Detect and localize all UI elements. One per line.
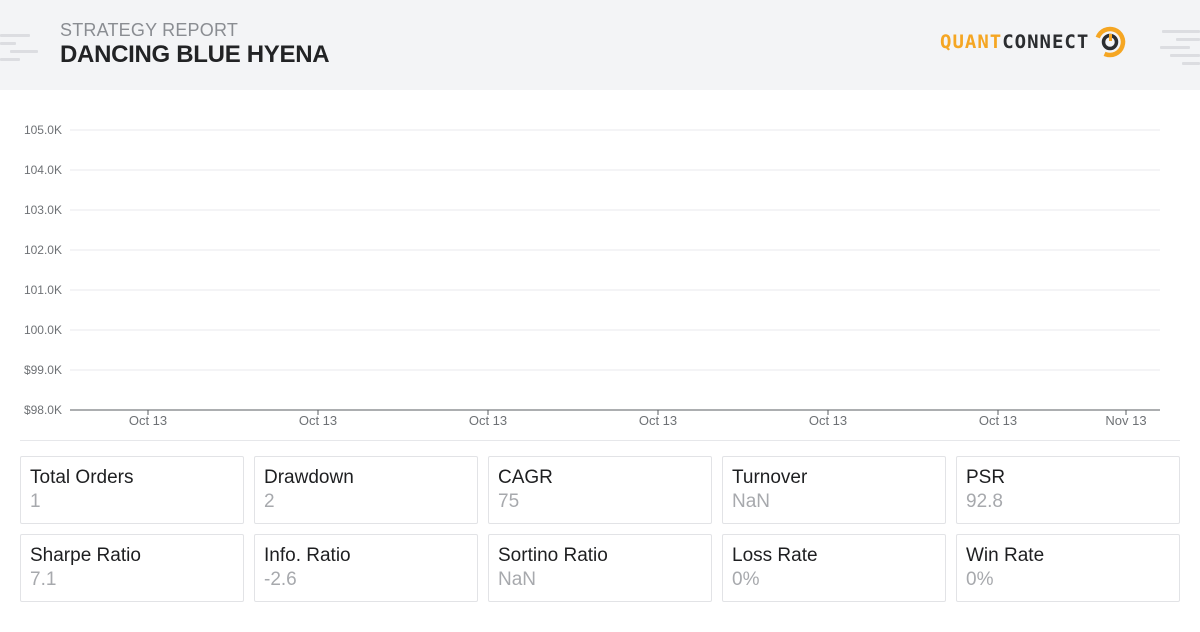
x-tick-label: Nov 13 bbox=[1105, 413, 1146, 428]
stat-card-psr: PSR 92.8 bbox=[956, 456, 1180, 524]
stat-label: Sortino Ratio bbox=[498, 545, 608, 566]
stat-value: -2.6 bbox=[264, 569, 297, 590]
stat-card-sortino-ratio: Sortino Ratio NaN bbox=[488, 534, 712, 602]
stat-card-total-orders: Total Orders 1 bbox=[20, 456, 244, 524]
stat-label: CAGR bbox=[498, 467, 553, 488]
header-decoration bbox=[1160, 46, 1190, 49]
header-decoration bbox=[1176, 38, 1200, 41]
y-tick-label: $98.0K bbox=[24, 403, 62, 417]
logo-text-connect: CONNECT bbox=[1002, 31, 1090, 53]
stat-card-info-ratio: Info. Ratio -2.6 bbox=[254, 534, 478, 602]
header-decoration bbox=[1162, 30, 1200, 33]
y-tick-label: 103.0K bbox=[24, 203, 62, 217]
equity-chart: 105.0K 104.0K 103.0K 102.0K 101.0K 100.0K $99.… bbox=[24, 123, 1160, 428]
stat-label: Sharpe Ratio bbox=[30, 545, 141, 566]
stat-label: PSR bbox=[966, 467, 1006, 488]
y-tick-label: 100.0K bbox=[24, 323, 62, 337]
header-decoration bbox=[0, 58, 20, 61]
stat-value: NaN bbox=[732, 491, 771, 512]
header-decoration bbox=[1182, 62, 1200, 65]
report-subtitle: STRATEGY REPORT bbox=[60, 20, 239, 40]
stat-card-cagr: CAGR 75 bbox=[488, 456, 712, 524]
stat-card-drawdown: Drawdown 2 bbox=[254, 456, 478, 524]
quantconnect-logo: QUANT CONNECT bbox=[940, 24, 1127, 60]
x-tick-label: Oct 13 bbox=[979, 413, 1017, 428]
report-header: STRATEGY REPORT DANCING BLUE HYENA QUANT… bbox=[0, 0, 1200, 90]
stat-label: Drawdown bbox=[264, 467, 354, 488]
stat-value: 7.1 bbox=[30, 569, 57, 590]
stat-card-loss-rate: Loss Rate 0% bbox=[722, 534, 946, 602]
y-tick-label: 102.0K bbox=[24, 243, 62, 257]
stat-card-sharpe-ratio: Sharpe Ratio 7.1 bbox=[20, 534, 244, 602]
x-tick-label: Oct 13 bbox=[299, 413, 337, 428]
x-tick-label: Oct 13 bbox=[809, 413, 847, 428]
stat-label: Loss Rate bbox=[732, 545, 818, 566]
stat-value: 1 bbox=[30, 491, 41, 512]
y-tick-label: $99.0K bbox=[24, 363, 62, 377]
stat-label: Win Rate bbox=[966, 545, 1045, 566]
strategy-name: DANCING BLUE HYENA bbox=[60, 41, 330, 68]
header-decoration bbox=[10, 50, 38, 53]
header-decoration bbox=[0, 34, 30, 37]
x-tick-label: Oct 13 bbox=[639, 413, 677, 428]
stat-value: 0% bbox=[966, 569, 994, 590]
stat-value: 2 bbox=[264, 491, 275, 512]
stat-value: 0% bbox=[732, 569, 760, 590]
stat-value: 75 bbox=[498, 491, 520, 512]
logo-text-quant: QUANT bbox=[940, 31, 1003, 53]
stat-card-turnover: Turnover NaN bbox=[722, 456, 946, 524]
stat-value: 92.8 bbox=[966, 491, 1003, 512]
quantconnect-logo-icon bbox=[1095, 26, 1126, 58]
x-tick-label: Oct 13 bbox=[129, 413, 167, 428]
stat-card-win-rate: Win Rate 0% bbox=[956, 534, 1180, 602]
stat-value: NaN bbox=[498, 569, 537, 590]
y-tick-label: 104.0K bbox=[24, 163, 62, 177]
header-decoration bbox=[0, 42, 16, 45]
y-tick-label: 105.0K bbox=[24, 123, 62, 137]
stat-label: Turnover bbox=[732, 467, 808, 488]
header-decoration bbox=[1170, 54, 1200, 57]
stat-label: Total Orders bbox=[30, 467, 134, 488]
section-divider bbox=[20, 440, 1180, 441]
y-tick-label: 101.0K bbox=[24, 283, 62, 297]
stat-label: Info. Ratio bbox=[264, 545, 351, 566]
x-tick-label: Oct 13 bbox=[469, 413, 507, 428]
